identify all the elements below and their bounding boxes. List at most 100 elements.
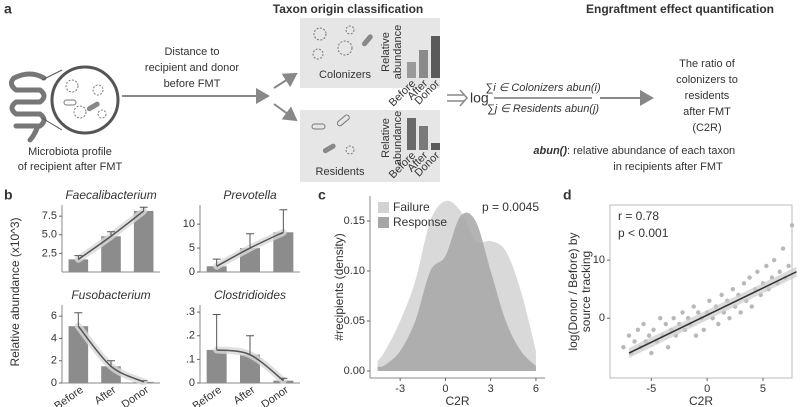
error-bar [212,313,221,350]
trend-line [77,210,145,260]
trend-line [77,325,144,383]
y-tick-label: 2 [51,355,57,367]
distance-label: recipient and donor [145,62,240,74]
point [716,321,721,327]
bar [133,210,154,272]
x-tick-label: 6 [533,383,539,395]
point [701,327,706,333]
point [719,292,724,298]
point [780,246,786,251]
error-bar [246,335,254,355]
distance-label: before FMT [164,78,221,90]
schematic-bar [419,126,428,150]
point [786,263,791,269]
bar [68,326,89,383]
schematic-bar [431,36,440,78]
arrow [273,72,298,89]
annotation: p = 0.0045 [482,200,539,214]
density-area [377,212,536,371]
point [771,257,777,263]
point [663,321,669,327]
y-tick-label: 7.5 [42,210,57,222]
point [665,345,671,350]
point [747,275,752,280]
x-tick-label: Before [52,384,85,407]
schematic-bar [431,143,440,150]
y-axis-label: log(Donor / Before) by [566,232,580,350]
y-axis-label: #recipients (density) [332,233,346,340]
point [764,263,769,269]
microbes [311,114,355,155]
plot-frame [609,204,793,379]
point [730,286,736,292]
y-tick-label: 0.05 [344,315,365,327]
error-bar [74,255,83,260]
y-tick-label: 0.10 [344,265,365,277]
x-tick-label: -3 [395,383,405,395]
point [632,339,637,344]
x-tick-label: Donor [259,384,291,407]
error-bar [107,360,115,367]
axis-label: Relative [380,118,392,158]
y-tick-label: .2 [186,330,195,342]
x-tick-label: Donor [120,384,152,407]
result-label: (C2R) [692,122,721,134]
formula-log: log [470,90,489,106]
result-label: after FMT [683,106,731,118]
legend-label: Response [393,215,447,229]
bar [68,259,89,272]
colonizers-label: Colonizers [319,69,371,81]
y-tick-label: 0 [189,377,195,389]
point [755,269,760,274]
x-tick-label: Before [191,384,224,407]
y-axis-label: source tracking [579,251,593,332]
bar [101,236,121,272]
y-tick-label: .3 [186,306,195,318]
schematic-bar [419,50,428,78]
chart-title: Fusobacterium [71,288,150,302]
y-tick-label: 0 [599,312,605,324]
axis-label: abundance [392,25,404,79]
panel-label: a [4,1,12,17]
bar [206,349,227,383]
error-bar [279,209,288,233]
residents-box [300,110,440,182]
result-label: The ratio of [679,58,736,70]
point [651,327,656,333]
x-tick-label: After [92,384,118,407]
y-tick-label: 0 [189,266,195,278]
gut-icon [8,71,47,143]
error-bar [279,377,288,381]
y-tick-label: 0.15 [344,215,365,227]
fit-line [628,271,797,354]
error-bar [107,231,115,237]
chart-title: Clostridioides [214,288,286,302]
error-bar [74,312,83,327]
y-tick-label: 10 [183,218,195,230]
bar [273,232,294,272]
result-label: residents [685,90,730,102]
distance-label: Distance to [164,46,219,58]
x-tick-label: -5 [646,383,656,395]
point [649,350,654,356]
result-label: colonizers to [676,74,738,86]
point [738,310,743,315]
point [680,310,685,315]
chart-title: Faecalibacterium [65,188,156,202]
formula-denominator: ∑j ∈ Residents abun(j) [487,103,600,115]
point [621,345,626,350]
point [789,223,795,228]
y-tick-label: 5.0 [42,229,57,241]
point [693,333,699,338]
annotation: p < 0.001 [618,226,669,240]
schematic-bar [407,118,416,150]
y-tick-label: .1 [186,353,195,365]
profile-label: Microbiota profile [28,146,112,158]
axis-label: abundance [392,111,404,165]
y-tick-label: 10 [593,254,605,266]
point [641,321,646,327]
y-tick-label: 6 [51,310,57,322]
point [646,333,652,338]
point [749,304,755,309]
axis-label: Relative [380,32,392,72]
